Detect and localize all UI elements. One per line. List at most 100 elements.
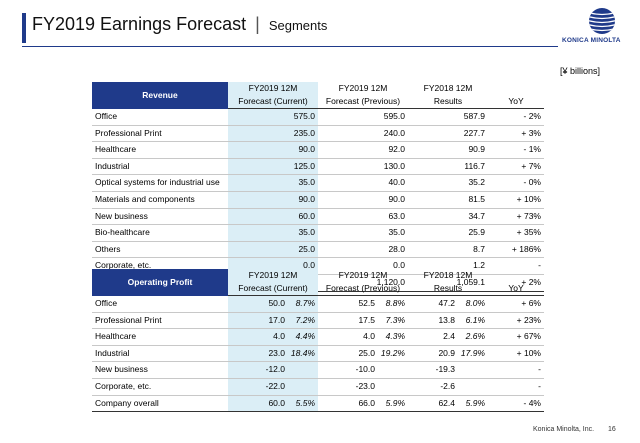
value-results: -19.3 bbox=[408, 361, 488, 379]
value-previous: 92.0 bbox=[318, 141, 408, 159]
value-previous-amount: -10.0 bbox=[355, 364, 375, 375]
value-results-amount: 20.9 bbox=[438, 347, 455, 358]
value-previous: 17.5 7.3% bbox=[318, 312, 408, 330]
value-current: 90.0 bbox=[228, 141, 318, 159]
units-label: [¥ billions] bbox=[560, 66, 601, 76]
revenue-col-current-line2: Forecast (Current) bbox=[228, 95, 318, 109]
row-label: Optical systems for industrial use bbox=[92, 174, 228, 192]
value-results: 90.9 bbox=[408, 141, 488, 159]
operating-profit-table: Operating Profit FY2019 12M FY2019 12M F… bbox=[92, 269, 544, 413]
op-header-label: Operating Profit bbox=[92, 269, 228, 296]
value-current: 35.0 bbox=[228, 174, 318, 192]
value-previous: 25.0 19.2% bbox=[318, 345, 408, 363]
op-col-yoy-line1 bbox=[488, 269, 544, 282]
row-label: Industrial bbox=[92, 158, 228, 176]
row-label: Healthcare bbox=[92, 141, 228, 159]
revenue-col-previous-line1: FY2019 12M bbox=[338, 83, 388, 93]
row-label: Professional Print bbox=[92, 125, 228, 143]
row-label: Professional Print bbox=[92, 312, 228, 330]
value-yoy: + 3% bbox=[488, 125, 544, 143]
value-current: 50.0 8.7% bbox=[228, 295, 318, 313]
row-label: Industrial bbox=[92, 345, 228, 363]
value-results: 34.7 bbox=[408, 208, 488, 226]
value-previous: 52.5 8.8% bbox=[318, 295, 408, 313]
value-results: 47.2 8.0% bbox=[408, 295, 488, 313]
value-current-amount: 23.0 bbox=[268, 347, 285, 358]
row-label: New business bbox=[92, 361, 228, 379]
revenue-col-current-line1: FY2019 12M bbox=[228, 82, 318, 95]
value-previous: 595.0 bbox=[318, 108, 408, 126]
value-current: 35.0 bbox=[228, 224, 318, 242]
value-current: 25.0 bbox=[228, 241, 318, 259]
table-row: Healthcare 90.0 92.0 90.9- 1% bbox=[92, 141, 544, 159]
value-previous-margin: 7.3% bbox=[385, 314, 405, 325]
page-number: 16 bbox=[608, 426, 616, 433]
table-row: Materials and components 90.0 90.0 81.5 + 10… bbox=[92, 191, 544, 209]
op-col-previous-line1: FY2019 12M bbox=[338, 270, 388, 280]
value-current-amount: 50.0 bbox=[268, 298, 285, 308]
value-results-margin: 2.6% bbox=[465, 331, 485, 342]
revenue-col-previous-line2: Forecast (Previous) bbox=[318, 95, 408, 109]
row-label: Office bbox=[92, 295, 228, 313]
value-yoy: + 23% bbox=[488, 312, 544, 330]
value-yoy: - bbox=[488, 378, 544, 396]
revenue-col-yoy-line2: YoY bbox=[488, 95, 544, 109]
op-col-previous-line2: Forecast (Previous) bbox=[318, 282, 408, 296]
value-previous-amount: 52.5 bbox=[358, 298, 375, 308]
total-current-amount: 60.0 bbox=[268, 397, 285, 408]
value-results: 2.4 2.6% bbox=[408, 328, 488, 346]
revenue-col-results-line1: FY2018 12M bbox=[423, 83, 473, 93]
row-label: Others bbox=[92, 241, 228, 259]
value-previous: -10.0 bbox=[318, 361, 408, 379]
total-row: Company overall 60.0 5.5% 66.0 5.9% 62.4 5.9% -… bbox=[92, 394, 544, 413]
page-subtitle: Segments bbox=[268, 18, 328, 33]
value-previous-margin: 19.2% bbox=[380, 347, 405, 358]
value-previous-amount: 4.0 bbox=[363, 331, 375, 342]
value-results-margin: 8.0% bbox=[465, 298, 485, 308]
value-results: 81.5 bbox=[408, 191, 488, 209]
title-accent-bar bbox=[22, 13, 26, 43]
title-rule bbox=[22, 46, 558, 47]
table-row: Healthcare 4.0 4.4% 4.0 4.3% 2.4 2.6% + 67% bbox=[92, 328, 544, 346]
row-label: Healthcare bbox=[92, 328, 228, 346]
value-yoy: + 10% bbox=[488, 191, 544, 209]
value-results-amount: -19.3 bbox=[435, 364, 455, 375]
value-previous-amount: 17.5 bbox=[358, 314, 375, 325]
value-results: 116.7 bbox=[408, 158, 488, 176]
footer-company: Konica Minolta, Inc. bbox=[533, 426, 595, 433]
op-header-row-2: Forecast (Current) Forecast (Previous) R… bbox=[92, 282, 544, 296]
value-yoy: + 67% bbox=[488, 328, 544, 346]
table-row: Bio-healthcare 35.0 35.0 25.9 + 35% bbox=[92, 224, 544, 242]
total-results-amount: 62.4 bbox=[438, 397, 455, 408]
total-current: 60.0 5.5% bbox=[228, 394, 318, 413]
value-yoy: - bbox=[488, 361, 544, 379]
total-previous: 66.0 5.9% bbox=[318, 394, 408, 413]
value-results-margin: 17.9% bbox=[460, 347, 485, 358]
value-current: 575.0 bbox=[228, 108, 318, 126]
value-yoy: - 2% bbox=[488, 108, 544, 126]
value-results-amount: 13.8 bbox=[438, 314, 455, 325]
table-row: Professional Print 17.0 7.2% 17.5 7.3% 13.8 6.… bbox=[92, 312, 544, 330]
value-results: 25.9 bbox=[408, 224, 488, 242]
value-yoy: + 73% bbox=[488, 208, 544, 226]
row-label: Materials and components bbox=[92, 191, 228, 209]
total-previous-margin: 5.9% bbox=[385, 397, 405, 408]
row-label: Office bbox=[92, 108, 228, 126]
value-results: 587.9 bbox=[408, 108, 488, 126]
value-previous: 90.0 bbox=[318, 191, 408, 209]
value-results-amount: 47.2 bbox=[438, 298, 455, 308]
revenue-col-yoy-line1 bbox=[488, 82, 544, 95]
revenue-col-results-line2: Results bbox=[408, 95, 488, 109]
value-current: 235.0 bbox=[228, 125, 318, 143]
value-current-amount: 17.0 bbox=[268, 314, 285, 325]
value-current: -12.0 bbox=[228, 361, 318, 379]
row-label: Bio-healthcare bbox=[92, 224, 228, 242]
value-previous: 130.0 bbox=[318, 158, 408, 176]
value-results: -2.6 bbox=[408, 378, 488, 396]
value-results: 35.2 bbox=[408, 174, 488, 192]
value-results-amount: 2.4 bbox=[443, 331, 455, 342]
total-label: Company overall bbox=[92, 394, 228, 413]
value-yoy: - 1% bbox=[488, 141, 544, 159]
table-row: Optical systems for industrial use 35.0 40… bbox=[92, 174, 544, 192]
table-row: Office 50.0 8.7% 52.5 8.8% 47.2 8.0% + 6% bbox=[92, 295, 544, 313]
